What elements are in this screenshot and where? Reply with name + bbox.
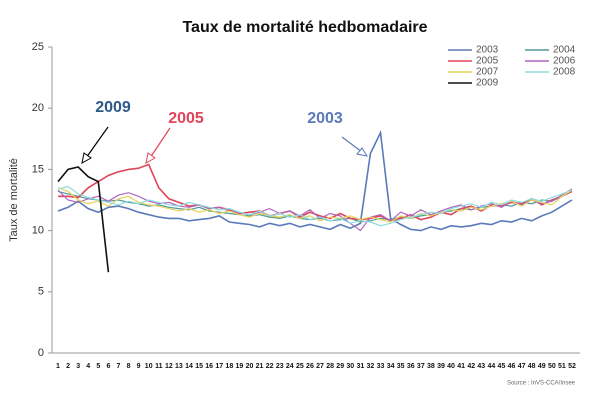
- series-line: [57, 190, 573, 223]
- x-tick-label: 47: [518, 363, 526, 370]
- x-tick-label: 48: [528, 363, 536, 370]
- x-tick-label: 25: [296, 363, 304, 370]
- x-tick-label: 3: [76, 363, 80, 370]
- x-tick-label: 9: [137, 363, 141, 370]
- x-tick-label: 10: [145, 363, 153, 370]
- x-tick-label: 17: [215, 363, 223, 370]
- x-tick-label: 12: [165, 363, 173, 370]
- x-tick-label: 50: [548, 363, 556, 370]
- x-tick-label: 52: [568, 363, 576, 370]
- x-tick-label: 22: [266, 363, 274, 370]
- x-tick-label: 40: [447, 363, 455, 370]
- annotation-arrows: [81, 126, 369, 164]
- x-tick-label: 39: [437, 363, 445, 370]
- y-tick-label: 20: [32, 102, 44, 114]
- legend-label: 2007: [476, 67, 499, 78]
- legend-label: 2004: [553, 45, 576, 56]
- x-tick-label: 34: [387, 363, 395, 370]
- x-tick-label: 15: [195, 363, 203, 370]
- legend-label: 2003: [476, 45, 499, 56]
- series-line: [57, 187, 573, 223]
- x-tick-label: 46: [508, 363, 516, 370]
- x-tick-label: 24: [286, 363, 294, 370]
- chart-title: Taux de mortalité hedbomadaire: [182, 19, 427, 36]
- x-tick-label: 37: [417, 363, 425, 370]
- legend-label: 2008: [553, 67, 576, 78]
- x-tick-label: 32: [367, 363, 375, 370]
- annotation: 2009: [95, 99, 131, 116]
- x-tick-label: 38: [427, 363, 435, 370]
- series-line: [57, 188, 573, 232]
- x-tick-label: 14: [185, 363, 193, 370]
- series-line: [57, 166, 110, 273]
- x-tick-label: 8: [127, 363, 131, 370]
- annotation: 2005: [168, 110, 204, 127]
- y-tick-label: 15: [32, 163, 44, 175]
- x-tick-label: 27: [316, 363, 324, 370]
- x-tick-label: 33: [377, 363, 385, 370]
- series-line: [57, 185, 573, 227]
- y-tick-label: 25: [32, 41, 44, 53]
- x-tick-label: 49: [538, 363, 546, 370]
- x-tick-label: 26: [306, 363, 314, 370]
- series-line: [58, 163, 573, 222]
- x-tick-label: 19: [236, 363, 244, 370]
- x-tick-label: 7: [117, 363, 121, 370]
- x-tick-label: 13: [175, 363, 183, 370]
- x-tick-label: 2: [66, 363, 70, 370]
- x-tick-label: 30: [346, 363, 354, 370]
- legend-label: 2006: [553, 56, 576, 67]
- y-tick-label: 0: [38, 347, 44, 359]
- x-tick-label: 5: [96, 363, 100, 370]
- x-tick-label: 4: [86, 363, 90, 370]
- x-tick-label: 29: [336, 363, 344, 370]
- x-tick-label: 45: [498, 363, 506, 370]
- legend-label: 2005: [476, 56, 499, 67]
- x-tick-label: 6: [106, 363, 110, 370]
- source: Source : InVS-CCA/Insee: [507, 381, 576, 387]
- x-tick-label: 16: [205, 363, 213, 370]
- x-tick-label: 28: [326, 363, 334, 370]
- x-tick-label: 36: [407, 363, 415, 370]
- x-tick-label: 23: [276, 363, 284, 370]
- y-tick-label: 10: [32, 225, 44, 237]
- series-line: [57, 129, 573, 232]
- x-tick-label: 21: [256, 363, 264, 370]
- x-tick-label: 42: [467, 363, 475, 370]
- legend-label: 2009: [476, 78, 499, 89]
- y-axis-label: Taux de mortalité: [8, 158, 20, 242]
- x-tick-label: 41: [457, 363, 465, 370]
- x-tick-label: 44: [487, 363, 495, 370]
- x-tick-label: 31: [356, 363, 364, 370]
- x-tick-label: 18: [225, 363, 233, 370]
- y-tick-label: 5: [38, 286, 44, 298]
- x-tick-label: 1: [56, 363, 60, 370]
- annotation: 2003: [307, 110, 343, 127]
- x-tick-label: 51: [558, 363, 566, 370]
- x-tick-label: 35: [397, 363, 405, 370]
- x-tick-label: 43: [477, 363, 485, 370]
- x-tick-label: 11: [155, 363, 163, 370]
- x-tick-label: 20: [246, 363, 254, 370]
